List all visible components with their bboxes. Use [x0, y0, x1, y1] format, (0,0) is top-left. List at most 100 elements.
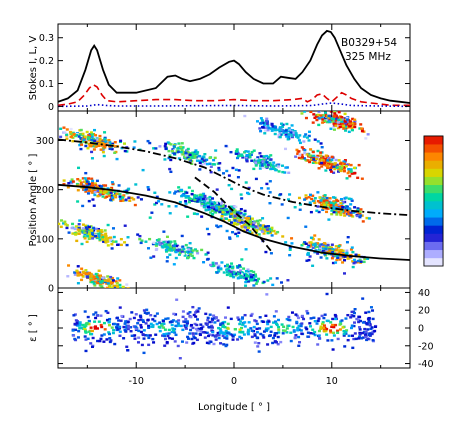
ellipticity-sample: [318, 337, 322, 340]
pa-sample: [87, 182, 91, 186]
pa-sample: [104, 189, 108, 192]
pa-sample: [106, 240, 110, 243]
ellipticity-sample: [242, 333, 246, 336]
pa-sample: [90, 231, 94, 235]
stokes-I-line: [58, 29, 410, 104]
y-tick-label: 300: [36, 136, 54, 147]
ellipticity-sample: [339, 322, 343, 325]
ellipticity-sample: [165, 332, 169, 335]
pa-sample: [255, 229, 259, 232]
pa-sample: [69, 127, 73, 131]
ellipticity-sample: [290, 311, 294, 314]
pa-sample: [113, 151, 117, 155]
pa-sample: [227, 219, 231, 222]
pa-sample: [354, 253, 358, 256]
ellipticity-sample: [167, 332, 171, 335]
pa-sample: [349, 120, 353, 123]
ellipticity-sample: [265, 293, 269, 296]
pa-sample: [329, 127, 333, 130]
ellipticity-sample: [89, 342, 93, 345]
pa-sample: [78, 271, 82, 274]
pa-sample: [227, 269, 231, 272]
pa-sample: [310, 197, 314, 201]
pa-sample: [318, 159, 322, 163]
pa-sample: [334, 117, 338, 120]
pa-sample: [138, 237, 142, 241]
pa-sample: [305, 259, 309, 262]
ellipticity-sample: [136, 341, 140, 344]
pa-sample: [349, 214, 353, 217]
pa-sample: [303, 111, 307, 113]
ellipticity-sample: [365, 323, 369, 326]
pa-sample: [66, 186, 70, 189]
pa-sample: [97, 227, 101, 231]
ellipticity-sample: [325, 319, 329, 323]
ellipticity-sample: [350, 324, 354, 327]
ellipticity-sample: [331, 323, 335, 327]
pa-sample: [250, 217, 254, 220]
ellipticity-sample: [203, 336, 207, 339]
pa-sample: [322, 197, 326, 201]
pa-sample: [324, 158, 328, 162]
pa-sample: [340, 120, 344, 124]
pa-sample: [356, 207, 360, 210]
pa-sample: [334, 114, 338, 117]
pa-sample: [276, 128, 280, 132]
ellipticity-sample: [96, 339, 100, 343]
pa-sample: [234, 168, 238, 171]
pa-sample: [328, 249, 332, 252]
ellipticity-sample: [306, 331, 310, 334]
pa-sample: [98, 184, 102, 188]
pa-sample: [263, 121, 267, 125]
pa-sample: [341, 162, 345, 165]
y-tick-label: 0: [48, 284, 54, 295]
ellipticity-sample: [272, 315, 276, 318]
pa-sample: [344, 118, 348, 122]
ellipticity-sample: [86, 337, 90, 340]
pa-sample: [311, 121, 315, 124]
pa-sample: [51, 220, 54, 222]
pa-sample: [347, 212, 351, 216]
ellipticity-sample: [87, 319, 91, 323]
pa-sample: [307, 139, 311, 142]
ellipticity-sample: [113, 322, 117, 326]
ellipticity-sample: [264, 327, 268, 330]
pa-sample: [153, 203, 157, 206]
pa-sample: [248, 152, 252, 156]
ellipticity-sample: [105, 318, 109, 322]
pa-sample: [110, 239, 114, 243]
pa-sample: [172, 149, 176, 152]
ellipticity-sample: [277, 328, 281, 331]
pa-sample: [103, 131, 107, 134]
pa-sample: [93, 284, 97, 287]
pa-sample: [235, 211, 239, 215]
pa-sample: [331, 254, 335, 258]
pa-sample: [208, 162, 212, 165]
pa-sample: [300, 153, 304, 157]
pa-sample: [225, 268, 229, 271]
pa-sample: [327, 218, 331, 221]
pa-sample: [326, 162, 330, 166]
pa-sample: [85, 130, 89, 134]
pa-heatmap: [51, 111, 371, 288]
ellipticity-sample: [224, 344, 228, 348]
pa-sample: [284, 166, 288, 169]
ellipticity-sample: [250, 329, 254, 332]
ellipticity-sample: [134, 325, 138, 328]
pa-sample: [104, 143, 108, 146]
pa-sample: [347, 130, 351, 134]
ellipticity-sample: [325, 292, 329, 296]
pa-sample: [99, 188, 103, 192]
pa-sample: [335, 166, 339, 169]
pa-sample: [184, 202, 188, 205]
pa-sample: [84, 144, 88, 148]
ellipticity-sample: [139, 326, 143, 329]
pa-sample: [256, 156, 260, 159]
ellipticity-sample: [264, 328, 268, 332]
pa-sample: [215, 271, 219, 274]
ellipticity-sample: [83, 310, 87, 313]
ellipticity-sample: [123, 322, 127, 325]
ellipticity-sample: [130, 311, 134, 314]
pa-sample: [111, 227, 115, 230]
pa-sample: [216, 208, 220, 212]
